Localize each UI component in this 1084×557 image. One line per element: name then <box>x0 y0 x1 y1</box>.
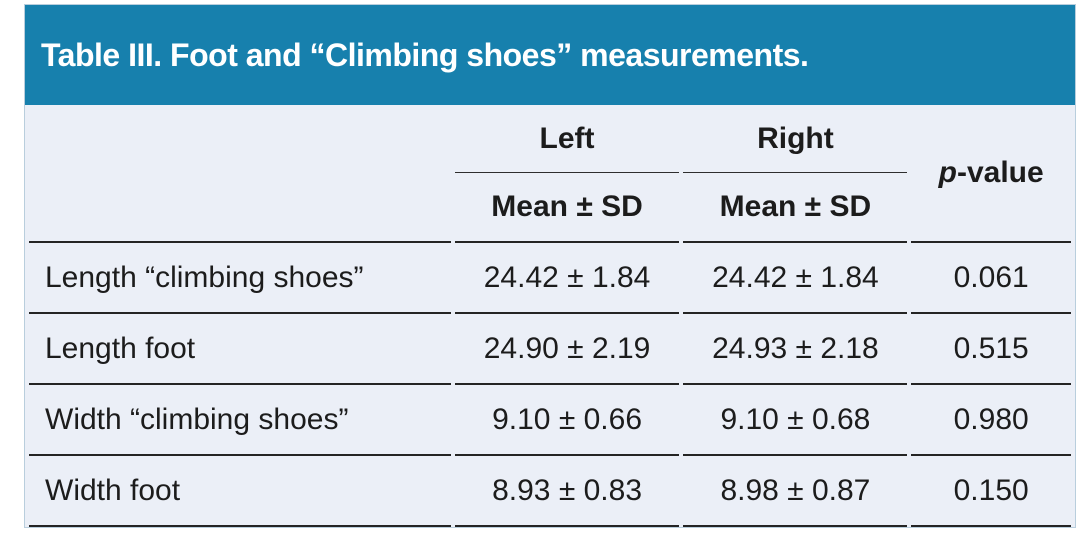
table-row-length-climbing-shoes: Length “climbing shoes” 24.42 ± 1.84 24.… <box>29 243 1071 314</box>
cell-p-value: 0.980 <box>911 385 1071 456</box>
cell-right-mean-sd: 24.42 ± 1.84 <box>683 243 908 314</box>
column-header-p-value: p-value <box>911 105 1071 243</box>
row-label: Width foot <box>29 456 451 527</box>
subheader-right-mean-sd: Mean ± SD <box>683 173 908 243</box>
table-header: Left Right p-value Mean ± SD Mean ± SD <box>29 105 1071 243</box>
subheader-stub-cell <box>29 173 451 243</box>
measurement-table-card: Table III. Foot and “Climbing shoes” mea… <box>25 5 1075 527</box>
cell-left-mean-sd: 8.93 ± 0.83 <box>454 456 680 527</box>
cell-left-mean-sd: 24.90 ± 2.19 <box>454 314 680 385</box>
row-label: Length “climbing shoes” <box>29 243 451 314</box>
table-title: Table III. Foot and “Climbing shoes” mea… <box>41 37 809 73</box>
measurements-table: Left Right p-value Mean ± SD Mean ± SD L… <box>25 105 1075 527</box>
table-body: Length “climbing shoes” 24.42 ± 1.84 24.… <box>29 243 1071 527</box>
table-row-length-foot: Length foot 24.90 ± 2.19 24.93 ± 2.18 0.… <box>29 314 1071 385</box>
header-stub-cell <box>29 105 451 173</box>
header-row-subheaders: Mean ± SD Mean ± SD <box>29 173 1071 243</box>
row-label: Length foot <box>29 314 451 385</box>
cell-p-value: 0.150 <box>911 456 1071 527</box>
cell-p-value: 0.061 <box>911 243 1071 314</box>
row-label: Width “climbing shoes” <box>29 385 451 456</box>
header-row-groups: Left Right p-value <box>29 105 1071 243</box>
table-row-width-climbing-shoes: Width “climbing shoes” 9.10 ± 0.66 9.10 … <box>29 385 1071 456</box>
column-header-left: Left <box>454 105 680 173</box>
cell-right-mean-sd: 24.93 ± 2.18 <box>683 314 908 385</box>
column-header-right: Right <box>683 105 908 173</box>
cell-left-mean-sd: 9.10 ± 0.66 <box>454 385 680 456</box>
cell-p-value: 0.515 <box>911 314 1071 385</box>
cell-left-mean-sd: 24.42 ± 1.84 <box>454 243 680 314</box>
cell-right-mean-sd: 8.98 ± 0.87 <box>683 456 908 527</box>
table-row-width-foot: Width foot 8.93 ± 0.83 8.98 ± 0.87 0.150 <box>29 456 1071 527</box>
p-value-italic-p: p <box>938 156 957 189</box>
subheader-left-mean-sd: Mean ± SD <box>454 173 680 243</box>
cell-right-mean-sd: 9.10 ± 0.68 <box>683 385 908 456</box>
p-value-rest: -value <box>956 156 1044 189</box>
table-title-bar: Table III. Foot and “Climbing shoes” mea… <box>25 5 1075 105</box>
